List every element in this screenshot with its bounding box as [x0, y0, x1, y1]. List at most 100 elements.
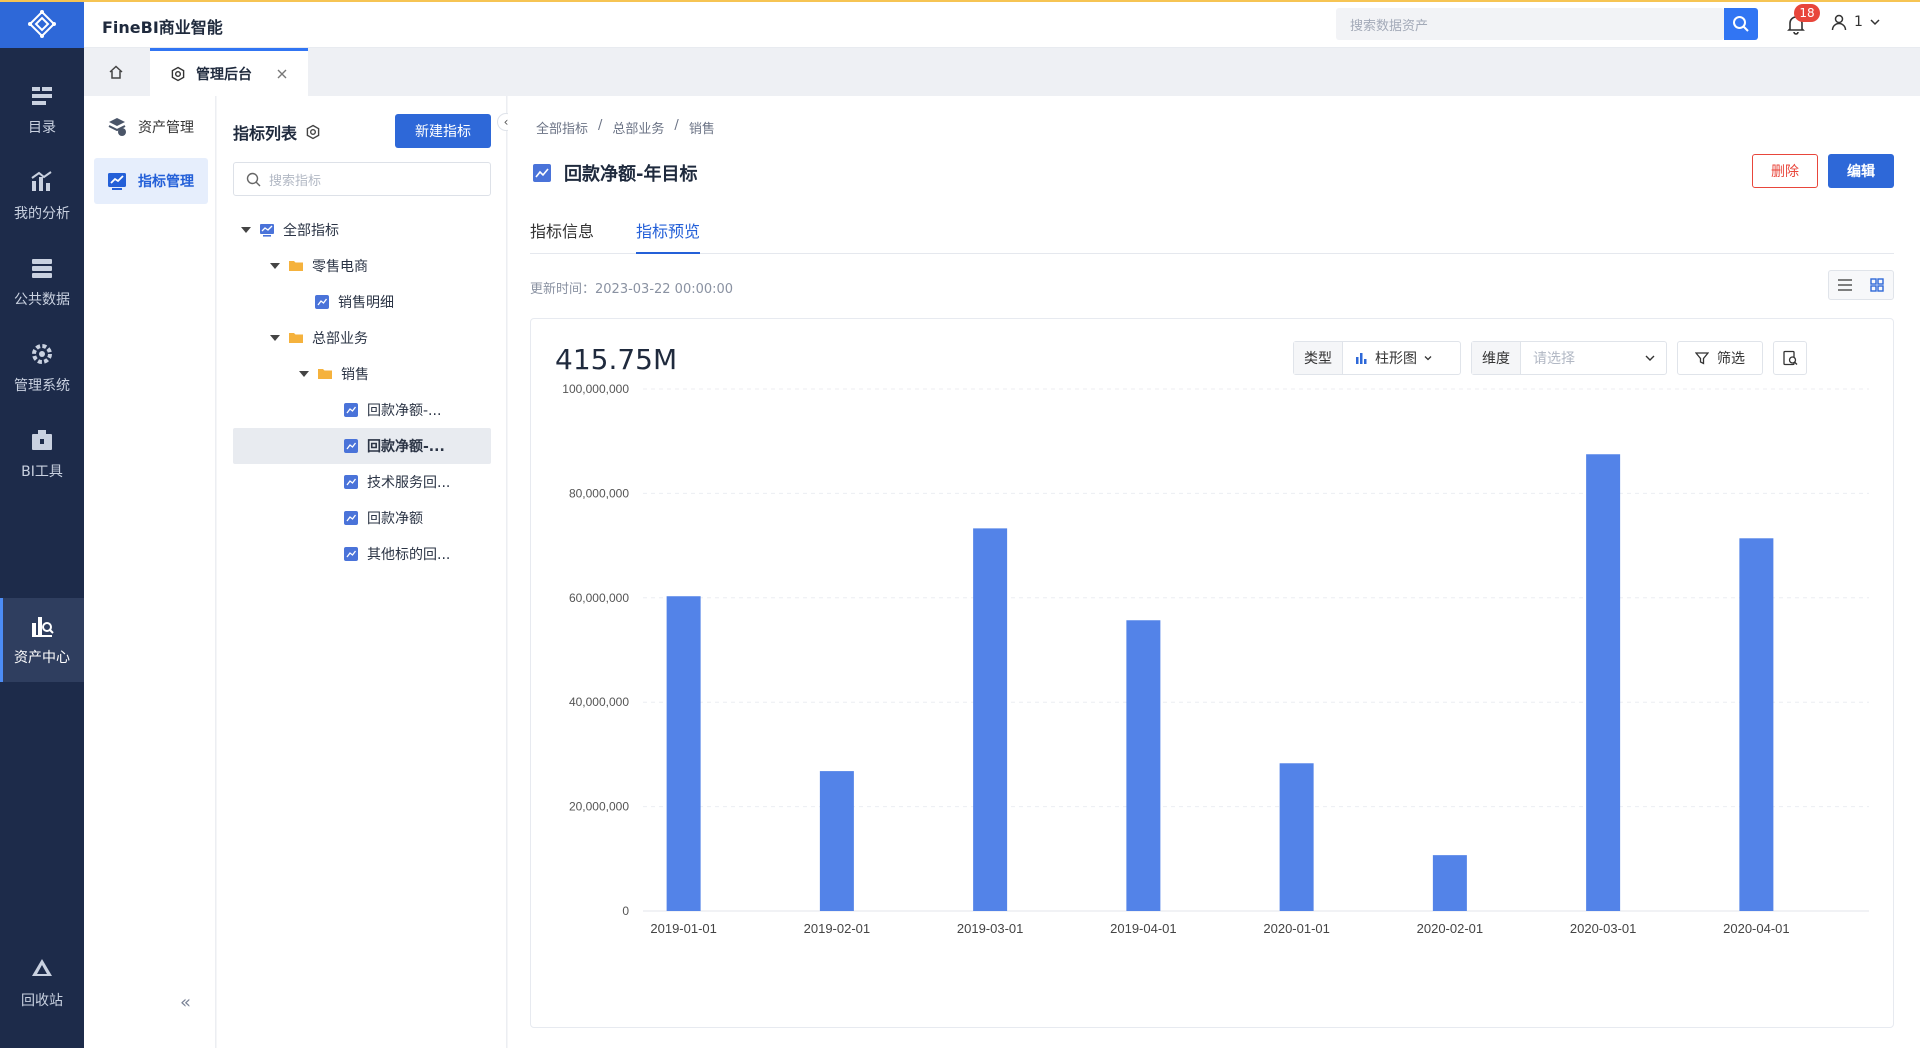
app-logo[interactable] [0, 0, 84, 48]
tree-node-label: 其他标的回... [367, 547, 451, 563]
nav-item-label: 管理系统 [14, 378, 70, 394]
chevron-down-icon [1870, 19, 1880, 26]
breadcrumb-item[interactable]: 总部业务 [612, 122, 665, 137]
sidebar-item-indicator-management[interactable]: 指标管理 [94, 158, 208, 204]
filter-button[interactable]: 筛选 [1677, 341, 1763, 375]
edit-button[interactable]: 编辑 [1828, 154, 1894, 188]
recycle-icon [32, 959, 52, 976]
tree-node-label: 零售电商 [312, 259, 368, 275]
folder-icon [289, 333, 303, 343]
tab-admin-label: 管理后台 [196, 66, 252, 83]
left-nav: 目录 我的分析 公共数据 管理系统 BI工具 资产中心 回收站 [0, 0, 84, 1048]
metric-value: 415.75M [555, 343, 678, 376]
nav-item-my-analysis[interactable]: 我的分析 [0, 154, 84, 238]
list-title: 指标列表 [233, 120, 321, 144]
dimension-select[interactable]: 维度 请选择 [1471, 341, 1667, 375]
page-title-text: 回款净额-年目标 [564, 164, 698, 185]
nav-item-asset-center[interactable]: 资产中心 [0, 598, 84, 682]
nav-item-public-data[interactable]: 公共数据 [0, 240, 84, 324]
filter-icon [1695, 352, 1709, 365]
bar [1126, 620, 1161, 911]
y-tick-label: 40,000,000 [569, 695, 629, 709]
chart-type-select[interactable]: 类型 柱形图 [1293, 341, 1461, 375]
tab-home[interactable] [84, 48, 148, 96]
page-title: 回款净额-年目标 [532, 160, 697, 186]
tree-node-leaf[interactable]: 技术服务回... [343, 464, 491, 500]
new-indicator-button[interactable]: 新建指标 [395, 114, 491, 148]
caret-down-icon[interactable] [270, 263, 280, 269]
preview-card: 415.75M 类型 柱形图 维度 请选择 筛选 0 20,000,000 40,0… [530, 318, 1894, 1028]
collapse-sidebar-button[interactable]: « [180, 992, 192, 1013]
catalog-icon [32, 87, 52, 105]
user-menu[interactable]: 1 [1830, 13, 1881, 31]
x-tick-label: 2020-02-01 [1417, 921, 1484, 936]
bar-chart: 0 20,000,000 40,000,000 60,000,000 80,000,00… [562, 382, 1869, 936]
bar [666, 596, 701, 911]
tree-node-leaf[interactable]: 其他标的回... [343, 536, 491, 572]
caret-down-icon[interactable] [241, 227, 251, 233]
tab-indicator-preview[interactable]: 指标预览 [636, 218, 701, 254]
asset-search-input[interactable]: 搜索数据资产 [1336, 8, 1724, 40]
asset-sidebar: 资产管理 指标管理 « [84, 96, 216, 1048]
caret-down-icon[interactable] [270, 335, 280, 341]
nav-item-admin-system[interactable]: 管理系统 [0, 326, 84, 410]
tree-node-leaf[interactable]: 回款净额-... [343, 392, 491, 428]
x-tick-label: 2019-03-01 [957, 921, 1024, 936]
caret-down-icon[interactable] [299, 371, 309, 377]
x-tick-label: 2019-04-01 [1110, 921, 1177, 936]
sidebar-item-asset-management[interactable]: 资产管理 [94, 104, 208, 150]
user-icon [1831, 14, 1847, 31]
search-icon [246, 172, 261, 186]
breadcrumb-item[interactable]: 销售 [688, 122, 715, 137]
main-content: 全部指标 / 总部业务 / 销售 回款净额-年目标 删除 编辑 指标信息 指标预… [508, 96, 1920, 1048]
grid-view-button[interactable] [1861, 271, 1893, 299]
list-view-button[interactable] [1829, 271, 1861, 299]
chart-type-value[interactable]: 柱形图 [1343, 348, 1433, 368]
y-tick-label: 100,000,000 [562, 382, 629, 396]
y-tick-label: 0 [622, 904, 629, 918]
breadcrumb-item[interactable]: 全部指标 [536, 122, 589, 137]
search-button[interactable] [1724, 8, 1758, 40]
y-tick-label: 20,000,000 [569, 800, 629, 814]
tree-node-folder[interactable]: 销售 [299, 356, 491, 392]
tab-bar: 管理后台 [84, 48, 1920, 96]
bar [819, 771, 854, 911]
nav-item-label: 资产中心 [14, 650, 70, 666]
chart-type-text: 柱形图 [1375, 351, 1417, 367]
bar [1739, 538, 1774, 911]
tab-indicator-info[interactable]: 指标信息 [530, 222, 595, 241]
indicator-search-input[interactable]: 搜索指标 [233, 162, 491, 196]
nav-item-catalog[interactable]: 目录 [0, 68, 84, 152]
settings-icon[interactable] [305, 124, 321, 140]
export-button[interactable] [1773, 341, 1807, 375]
nav-item-recycle-bin[interactable]: 回收站 [0, 941, 84, 1025]
tree-node-folder[interactable]: 零售电商 [270, 248, 491, 284]
analysis-icon [31, 171, 52, 191]
tree-node-leaf-selected[interactable]: 回款净额-... [233, 428, 491, 464]
tree-node-label: 总部业务 [312, 331, 368, 347]
list-icon [1838, 279, 1852, 291]
nav-item-label: 公共数据 [14, 292, 70, 308]
top-accent-line [0, 0, 1920, 2]
nav-item-label: 回收站 [21, 993, 63, 1009]
tree-node-all[interactable]: 全部指标 [241, 212, 491, 248]
bar [1279, 763, 1314, 911]
delete-button[interactable]: 删除 [1752, 154, 1818, 188]
tab-admin[interactable]: 管理后台 [150, 48, 308, 96]
tree-node-label: 全部指标 [283, 223, 339, 239]
chevron-down-icon [1645, 355, 1655, 361]
toolbox-icon [32, 430, 52, 450]
dimension-placeholder: 请选择 [1533, 351, 1575, 367]
data-icon [32, 259, 52, 278]
close-icon[interactable] [276, 68, 288, 80]
tree-node-leaf[interactable]: 销售明细 [314, 284, 491, 320]
update-time: 更新时间：2023-03-22 00:00:00 [530, 282, 734, 297]
tree-node-leaf[interactable]: 回款净额 [343, 500, 491, 536]
folder-icon [289, 261, 303, 271]
view-toggle [1828, 270, 1894, 300]
nav-item-bi-tools[interactable]: BI工具 [0, 412, 84, 496]
gear-icon [32, 344, 52, 364]
x-tick-label: 2019-02-01 [804, 921, 871, 936]
tree-node-folder[interactable]: 总部业务 [270, 320, 491, 356]
indicator-chart-icon [260, 224, 274, 237]
